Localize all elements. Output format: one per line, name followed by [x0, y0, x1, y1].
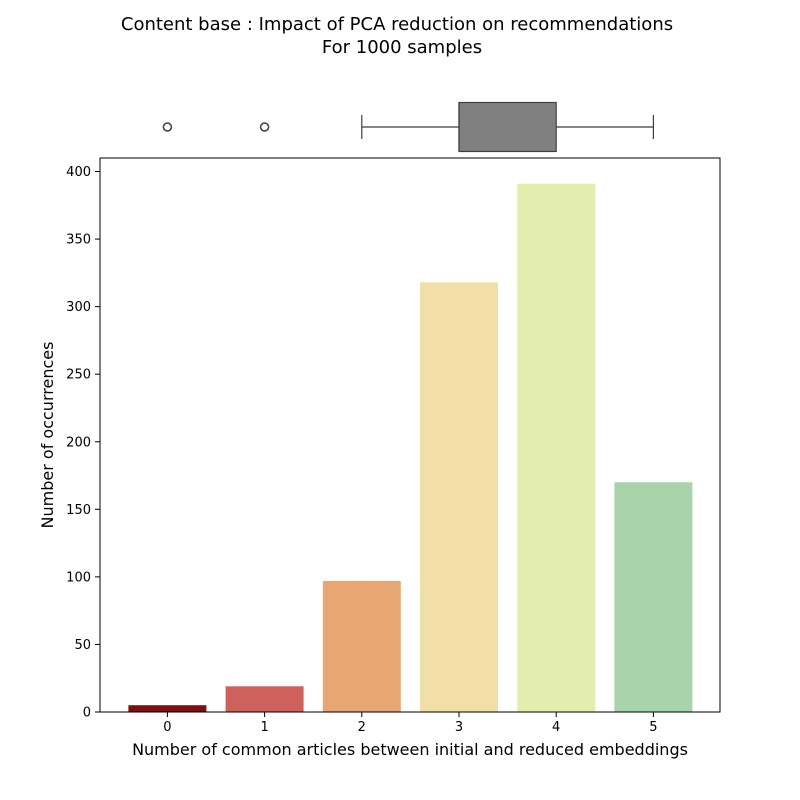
x-tick-label: 1: [260, 720, 268, 735]
bar-3: [420, 282, 498, 712]
y-tick-label: 200: [66, 435, 91, 450]
bar-2: [322, 580, 401, 712]
x-tick-label: 2: [358, 720, 366, 735]
x-tick-label: 4: [552, 720, 560, 735]
boxplot-outlier: [259, 122, 270, 132]
chart-subtitle: For 1000 samples: [322, 37, 482, 58]
bar-series: [128, 183, 693, 712]
plot-frame: [99, 157, 721, 713]
bar-4: [517, 183, 596, 712]
x-tick-label: 5: [649, 720, 657, 735]
bar-5: [614, 482, 693, 712]
boxplot: [162, 101, 655, 153]
y-tick-label: 0: [83, 706, 91, 721]
boxplot-box: [458, 101, 557, 153]
y-tick-label: 50: [74, 638, 91, 653]
bar-1: [225, 686, 304, 712]
y-tick-label: 400: [66, 165, 91, 180]
x-tick-label: 3: [455, 720, 463, 735]
y-tick-label: 350: [66, 233, 91, 248]
x-axis: 0 1 2 3 4 5: [163, 712, 658, 735]
y-tick-label: 300: [66, 300, 91, 315]
y-tick-label: 100: [66, 570, 91, 585]
x-axis-label: Number of common articles between initia…: [132, 740, 688, 759]
boxplot-outlier: [162, 122, 173, 132]
bar-0: [128, 705, 207, 712]
x-tick-label: 0: [163, 720, 171, 735]
y-axis: 0 50 100 150 200 250 300 350 400: [66, 165, 100, 721]
chart-title: Content base : Impact of PCA reduction o…: [121, 14, 673, 35]
y-tick-label: 250: [66, 368, 91, 383]
y-axis-label: Number of occurrences: [38, 342, 57, 529]
y-tick-label: 150: [66, 503, 91, 518]
